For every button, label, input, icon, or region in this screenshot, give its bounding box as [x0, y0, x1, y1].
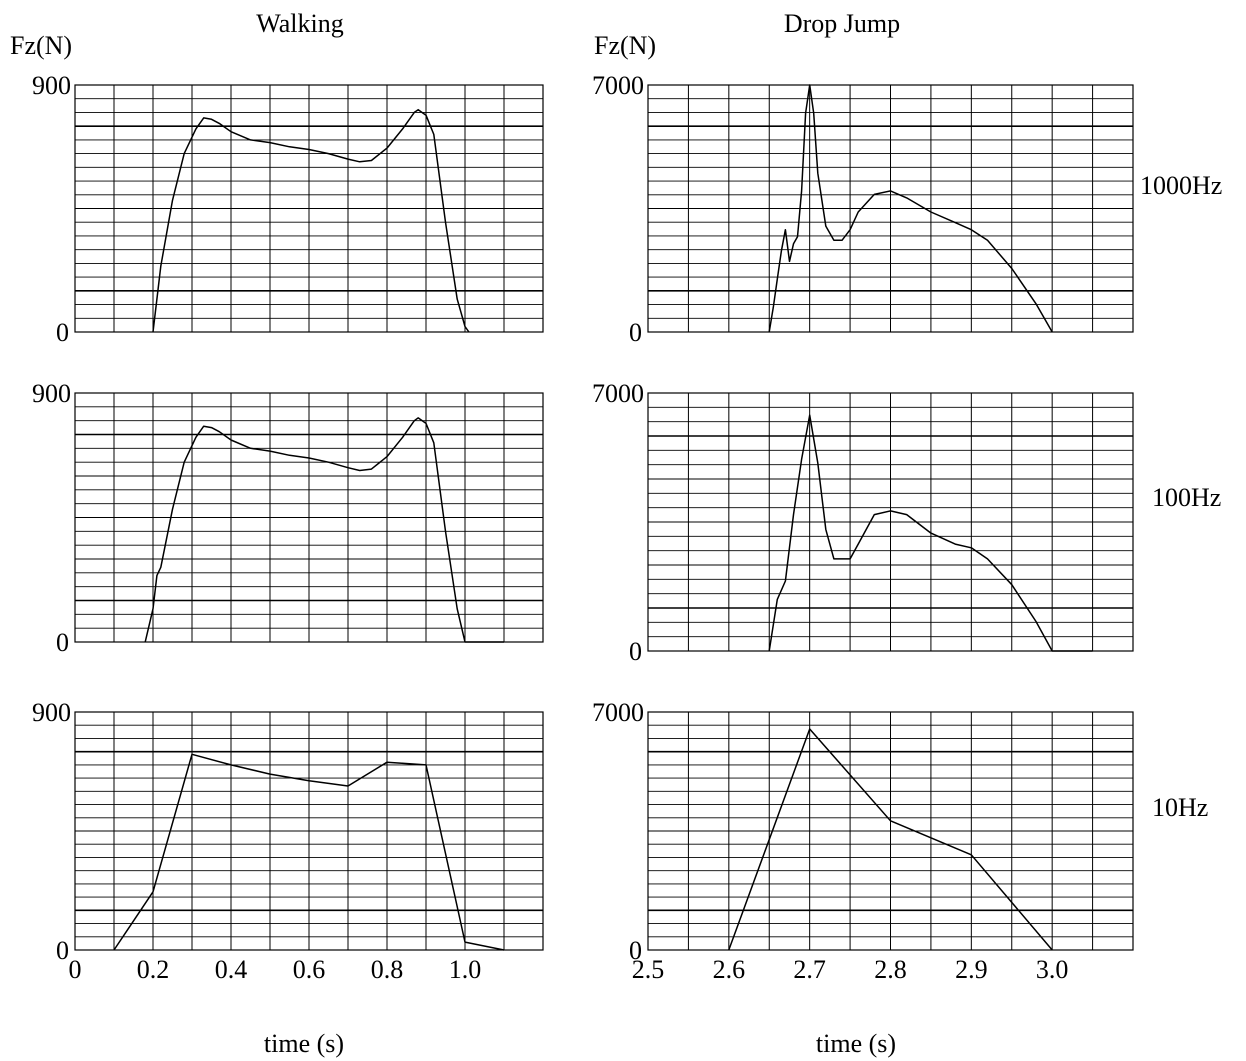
- series-line: [113, 753, 505, 951]
- panel-walking-100hz: 900 0: [32, 379, 544, 657]
- row-label-1000hz: 1000Hz: [1140, 171, 1222, 200]
- row-label-100hz: 100Hz: [1152, 483, 1221, 512]
- y-tick-label-max: 900: [32, 698, 71, 727]
- panel-drop-jump-10hz: 7000 0: [592, 698, 1134, 965]
- x-tick-label: 0.4: [215, 955, 248, 984]
- x-tick-label: 0.8: [371, 955, 404, 984]
- plot-frame: [647, 711, 1134, 951]
- y-tick-label-zero: 0: [56, 628, 69, 657]
- x-tick-label: 2.6: [713, 955, 746, 984]
- series-line: [152, 108, 470, 333]
- drop-jump-ylabel: Fz(N): [594, 31, 656, 60]
- series-line: [768, 84, 1053, 333]
- y-tick-label-zero: 0: [629, 318, 642, 347]
- plot-frame: [74, 711, 544, 951]
- plot-frame: [74, 84, 544, 333]
- x-tick-label: 0.2: [137, 955, 170, 984]
- y-tick-label-zero: 0: [629, 936, 642, 965]
- x-tick-label: 2.9: [955, 955, 988, 984]
- drop-jump-title: Drop Jump: [784, 9, 900, 38]
- x-tick-label: 3.0: [1036, 955, 1069, 984]
- series-line: [144, 417, 504, 643]
- x-tick-label: 0.6: [293, 955, 326, 984]
- series-line: [728, 728, 1053, 951]
- y-tick-label-zero: 0: [629, 637, 642, 666]
- walking-ylabel: Fz(N): [10, 31, 72, 60]
- x-tick-label: 2.7: [793, 955, 826, 984]
- row-label-10hz: 10Hz: [1152, 793, 1208, 822]
- plot-frame: [647, 84, 1134, 333]
- x-tick-label: 0: [69, 955, 82, 984]
- y-tick-label-zero: 0: [56, 318, 69, 347]
- panel-drop-jump-100hz: 7000 0: [592, 379, 1134, 666]
- x-tick-labels: 0 0.2 0.4 0.6 0.8 1.0 2.5 2.6 2.7 2.8 2.9 3.0: [69, 955, 1069, 984]
- y-tick-label-max: 7000: [592, 379, 644, 408]
- x-tick-label: 2.8: [874, 955, 907, 984]
- y-tick-label-max: 7000: [592, 698, 644, 727]
- panel-drop-jump-1000hz: 7000 0: [592, 71, 1134, 347]
- walking-xlabel: time (s): [264, 1029, 344, 1058]
- y-tick-label-zero: 0: [56, 936, 69, 965]
- y-tick-label-max: 900: [32, 71, 71, 100]
- panel-walking-1000hz: 900 0: [32, 71, 544, 347]
- walking-title: Walking: [256, 9, 343, 38]
- x-tick-label: 1.0: [449, 955, 482, 984]
- plot-frame: [74, 392, 544, 643]
- series-line: [768, 414, 1093, 652]
- y-tick-label-max: 7000: [592, 71, 644, 100]
- y-tick-label-max: 900: [32, 379, 71, 408]
- drop-jump-xlabel: time (s): [816, 1029, 896, 1058]
- x-tick-label: 2.5: [632, 955, 665, 984]
- plot-frame: [647, 392, 1134, 652]
- panel-walking-10hz: 900 0: [32, 698, 544, 965]
